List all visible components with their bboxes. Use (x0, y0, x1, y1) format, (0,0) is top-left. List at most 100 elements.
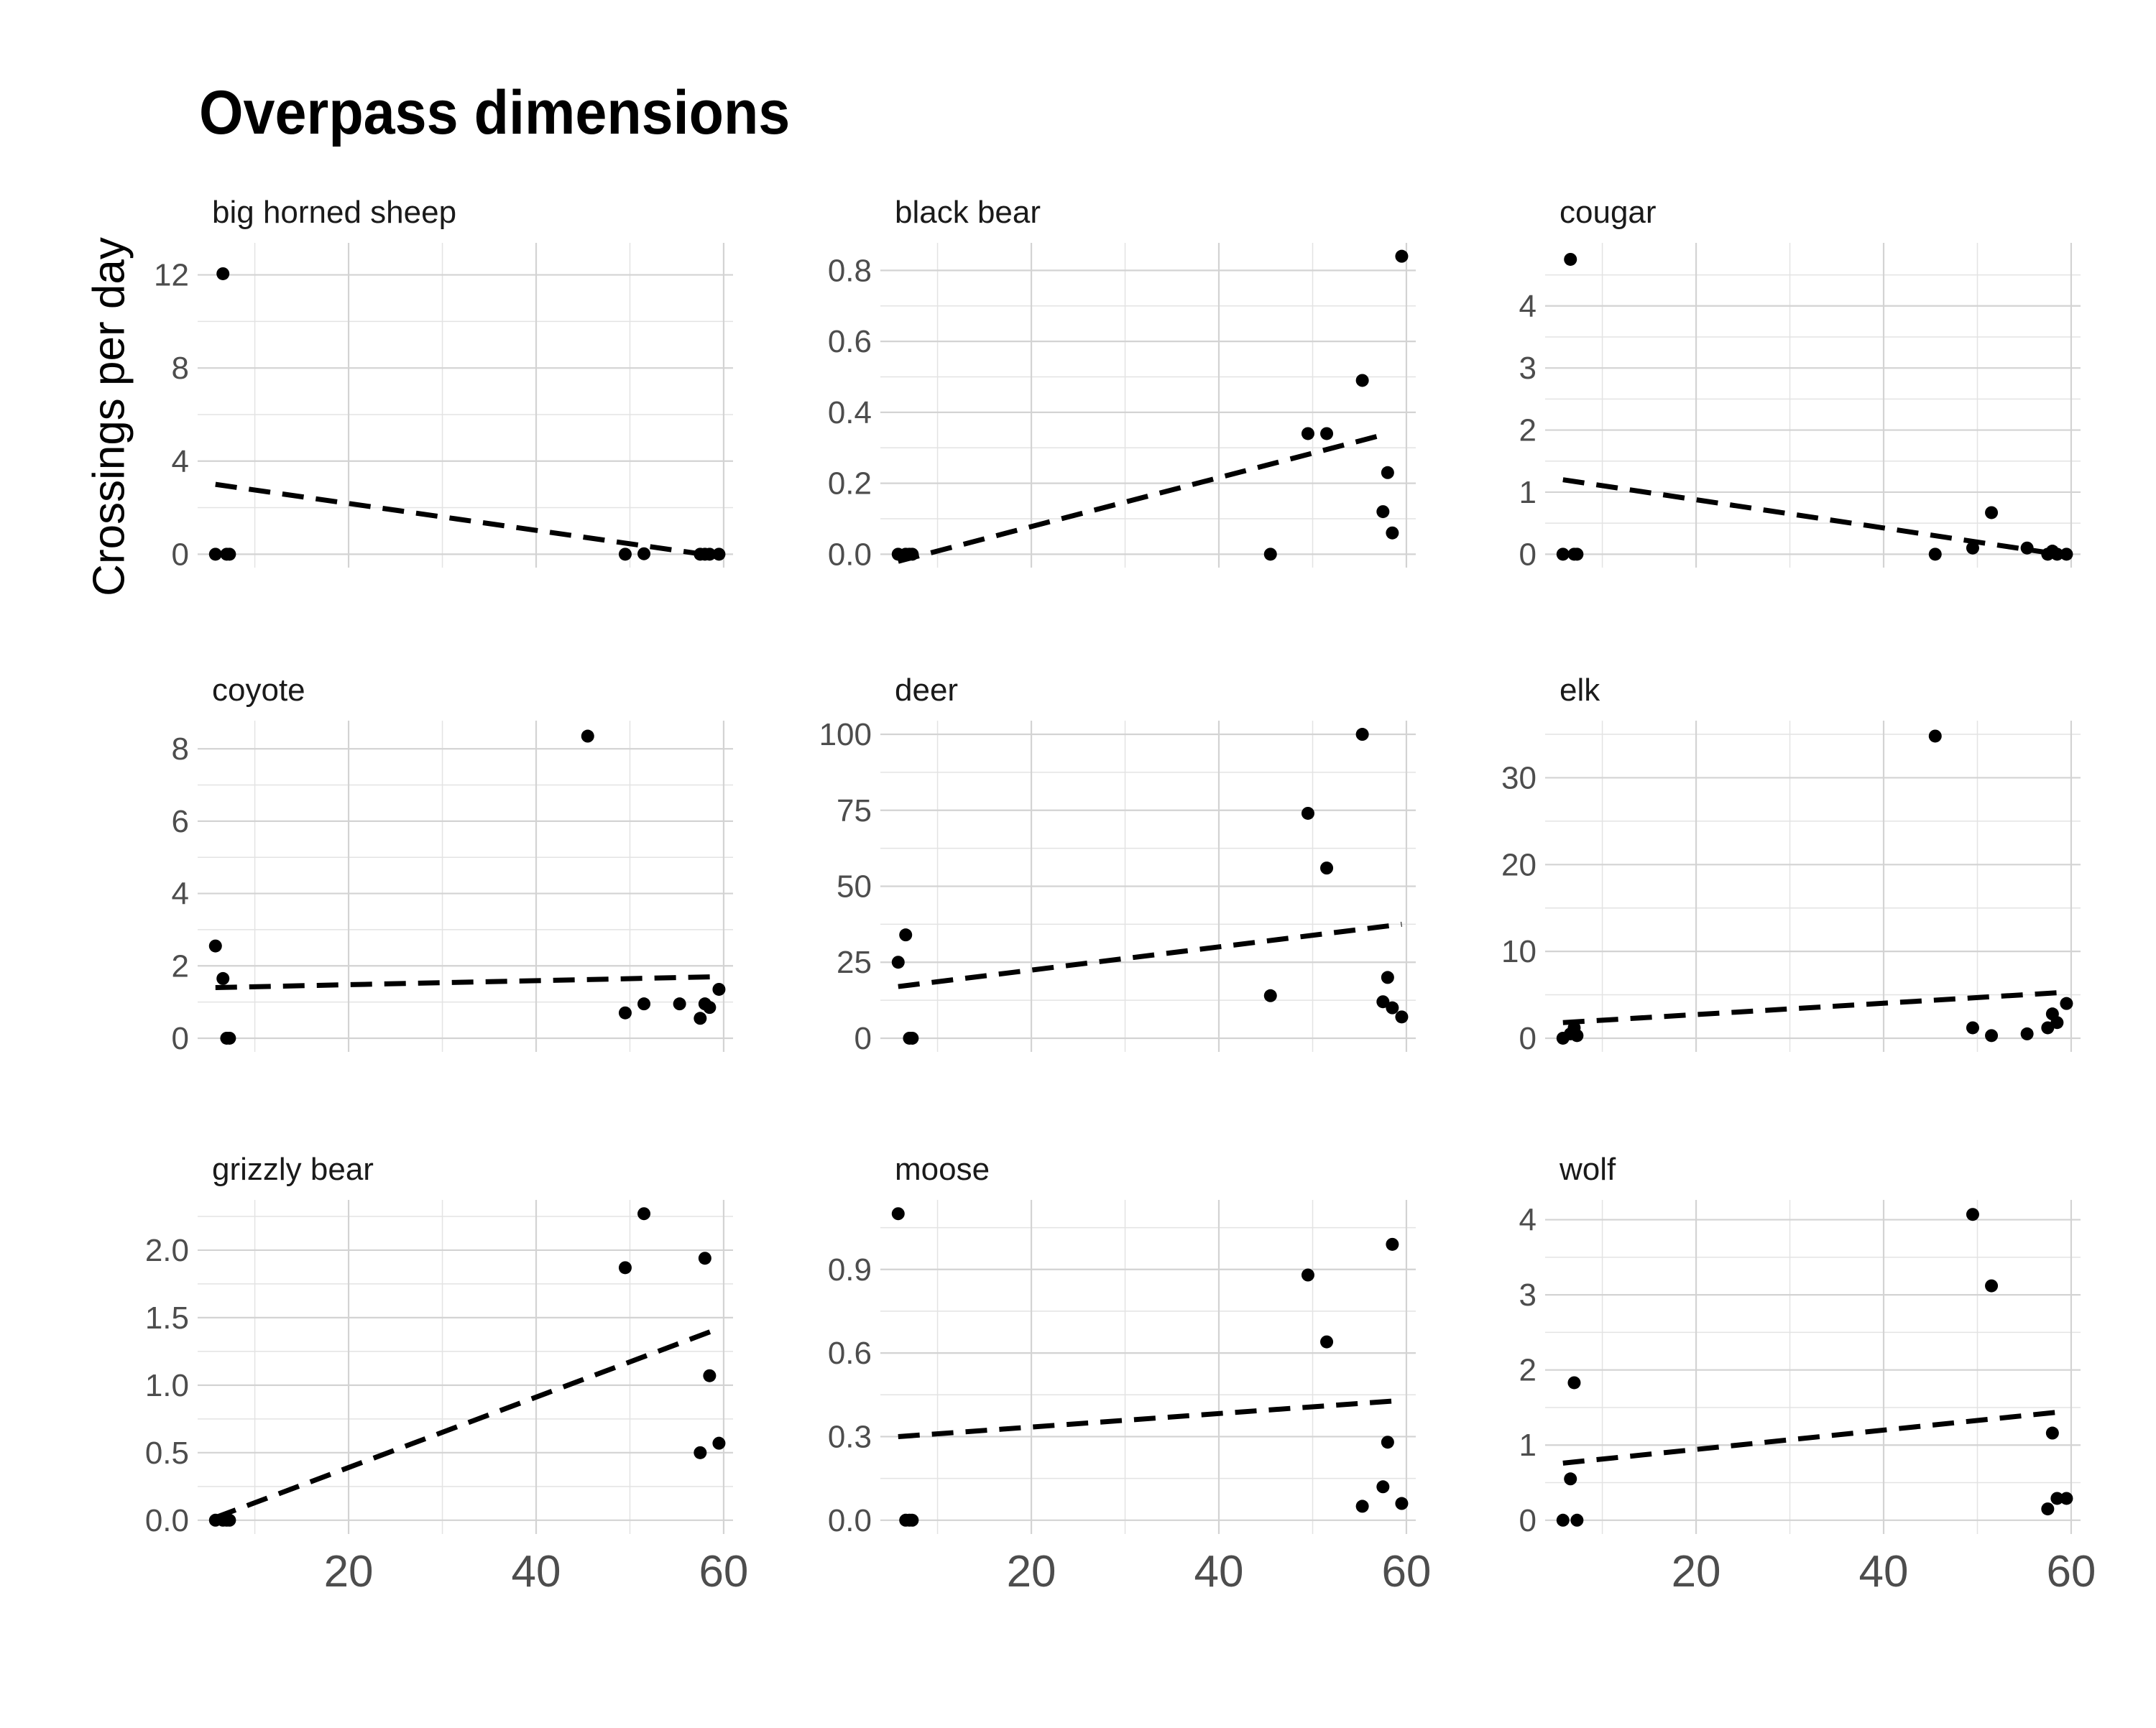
panel-moose: 0.0 0.3 0.6 0.9 moose 20 40 60 (828, 1152, 1432, 1597)
data-point (2060, 547, 2073, 561)
data-point (703, 1001, 717, 1015)
data-point (703, 547, 717, 561)
data-point (2020, 541, 2034, 555)
panel-strip-title: wolf (1559, 1152, 1616, 1187)
y-tick-label: 0.0 (828, 537, 872, 572)
y-tick-label: 0.9 (828, 1252, 872, 1288)
data-point (1985, 1029, 1999, 1043)
y-tick-label: 30 (1501, 760, 1537, 795)
y-tick-label: 0.3 (828, 1419, 872, 1454)
data-point (216, 267, 230, 280)
panel-coyote: 0 2 4 6 8 coyote (172, 673, 733, 1056)
y-tick-label: 100 (819, 717, 872, 752)
data-point (216, 971, 230, 985)
data-point (712, 982, 726, 996)
y-tick-label: 0.5 (145, 1436, 189, 1471)
data-point (1376, 505, 1390, 519)
panel-black-bear: 0.0 0.2 0.4 0.6 0.8 black bear (828, 195, 1416, 572)
data-point (2050, 547, 2064, 561)
data-point (637, 997, 651, 1011)
data-point (906, 547, 919, 561)
data-point (891, 1207, 905, 1221)
data-point (694, 1012, 707, 1025)
y-tick-label: 2 (1519, 413, 1537, 448)
panel-strip-title: black bear (895, 195, 1041, 230)
y-tick-label: 1.0 (145, 1368, 189, 1403)
data-point (1570, 547, 1584, 561)
trend-line (214, 1326, 720, 1520)
data-point (1376, 1480, 1390, 1494)
data-point (1381, 1436, 1394, 1449)
panel-elk: 0 10 20 30 elk (1501, 673, 2081, 1056)
y-tick-label: 0 (1519, 1503, 1537, 1538)
panel-cougar: 0 1 2 3 4 cougar (1519, 195, 2081, 572)
data-point (1355, 374, 1369, 387)
trend-line (1562, 1408, 2067, 1466)
data-point (2041, 1502, 2055, 1516)
panel-strip-title: big horned sheep (212, 195, 456, 230)
y-tick-label: 0.6 (828, 1336, 872, 1371)
data-point (1556, 1513, 1570, 1527)
y-tick-label: 2 (1519, 1353, 1537, 1388)
data-point (906, 1513, 919, 1527)
y-tick-label: 0.0 (828, 1503, 872, 1538)
x-tick-label: 40 (512, 1547, 561, 1597)
data-point (1966, 1208, 1979, 1221)
data-point (2045, 1426, 2059, 1440)
y-tick-label: 10 (1501, 934, 1537, 969)
data-point (1570, 1513, 1584, 1527)
y-tick-label: 1 (1519, 1428, 1537, 1463)
trend-line (898, 1397, 1402, 1439)
data-point (712, 1436, 726, 1450)
data-point (618, 1006, 632, 1020)
panel-strip-title: elk (1560, 673, 1600, 708)
data-point (891, 956, 905, 969)
data-point (1966, 541, 1979, 555)
data-point (2050, 1492, 2064, 1505)
data-point (1320, 861, 1334, 875)
y-tick-label: 2.0 (145, 1233, 189, 1268)
y-tick-label: 75 (837, 793, 872, 828)
data-point (1966, 1021, 1979, 1035)
data-point (1376, 995, 1390, 1009)
data-point (618, 547, 632, 561)
data-point (1395, 249, 1409, 263)
data-point (223, 1031, 236, 1045)
y-tick-label: 4 (172, 877, 189, 912)
data-point (673, 997, 686, 1011)
y-tick-label: 0.2 (828, 466, 872, 502)
panel-strip-title: coyote (212, 673, 305, 708)
y-tick-label: 4 (1519, 289, 1537, 324)
y-tick-label: 20 (1501, 847, 1537, 882)
x-tick-label: 40 (1194, 1547, 1244, 1597)
y-tick-label: 0 (854, 1021, 872, 1056)
panel-strip-title: deer (895, 673, 958, 708)
y-tick-label: 6 (172, 804, 189, 839)
x-tick-label: 60 (699, 1547, 748, 1597)
data-point (1985, 1279, 1999, 1293)
y-tick-label: 1 (1519, 475, 1537, 510)
data-point (1263, 989, 1277, 1002)
data-point (703, 1369, 717, 1382)
panel-grizzly-bear: 0.0 0.5 1.0 1.5 2.0 grizzly bear 20 40 60 (145, 1152, 749, 1597)
y-tick-label: 12 (154, 258, 189, 293)
panel-wolf: 0 1 2 3 4 wolf 20 40 60 (1519, 1152, 2096, 1597)
data-point (1320, 427, 1334, 440)
data-point (1386, 526, 1399, 540)
y-tick-label: 8 (172, 351, 189, 386)
y-tick-label: 4 (172, 444, 189, 479)
data-point (1320, 1335, 1334, 1349)
trend-line (1562, 989, 2067, 1025)
x-tick-label: 60 (2046, 1547, 2096, 1597)
data-point (581, 729, 594, 743)
data-point (1567, 1376, 1581, 1390)
data-point (1564, 252, 1577, 266)
y-tick-label: 8 (172, 731, 189, 767)
data-point (1301, 427, 1314, 440)
chart-title: Overpass dimensions (199, 78, 791, 147)
panel-strip-title: moose (895, 1152, 990, 1187)
data-point (698, 1252, 711, 1265)
y-tick-label: 0.0 (145, 1503, 189, 1538)
